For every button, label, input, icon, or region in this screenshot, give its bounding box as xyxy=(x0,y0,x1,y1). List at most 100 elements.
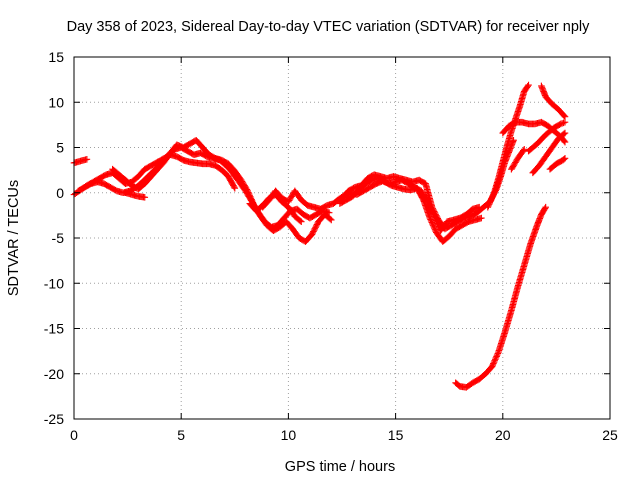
data-point xyxy=(285,203,298,219)
y-axis-label: SDTVAR / TECUs xyxy=(6,180,22,296)
data-point xyxy=(501,308,515,336)
data-point xyxy=(555,130,568,142)
data-point xyxy=(141,193,149,201)
data-point xyxy=(74,184,87,195)
data-point xyxy=(428,203,442,222)
data-point xyxy=(452,222,465,233)
data-point xyxy=(336,197,349,207)
data-point xyxy=(244,187,257,208)
data-point xyxy=(520,83,531,95)
y-tick-label: 10 xyxy=(48,94,64,110)
data-point xyxy=(413,184,427,202)
x-tick-label: 10 xyxy=(281,427,297,443)
data-point xyxy=(490,176,502,197)
data-point xyxy=(559,155,568,164)
data-point xyxy=(327,216,335,224)
data-point xyxy=(550,121,563,131)
data-point xyxy=(448,219,460,229)
data-point xyxy=(508,285,521,314)
data-point xyxy=(525,81,532,89)
data-point xyxy=(212,162,224,173)
x-tick-label: 20 xyxy=(495,427,511,443)
data-point xyxy=(205,151,218,161)
data-point xyxy=(538,205,549,218)
data-point xyxy=(107,184,119,194)
data-point xyxy=(197,149,209,160)
data-point xyxy=(297,218,305,226)
data-point xyxy=(278,198,291,210)
data-point xyxy=(520,146,528,153)
data-point xyxy=(360,184,372,195)
x-tick-label: 25 xyxy=(602,427,618,443)
x-tick-label: 0 xyxy=(70,427,78,443)
grid-lines xyxy=(74,57,610,419)
data-point xyxy=(231,184,239,192)
data-point xyxy=(231,167,244,183)
data-point xyxy=(529,163,542,177)
data-point xyxy=(338,188,351,202)
data-point xyxy=(439,233,452,245)
y-tick-label: -25 xyxy=(44,411,64,427)
data-point xyxy=(557,119,567,128)
data-point xyxy=(499,143,510,166)
data-point xyxy=(321,211,334,223)
data-point xyxy=(542,145,555,160)
data-point xyxy=(278,194,291,205)
data-point xyxy=(467,210,480,220)
data-point xyxy=(147,166,160,180)
data-point xyxy=(503,129,515,149)
data-point xyxy=(272,187,285,201)
data-point xyxy=(330,197,340,207)
data-point xyxy=(514,147,527,162)
data-point xyxy=(282,218,296,232)
data-point xyxy=(180,141,192,151)
data-point xyxy=(317,202,330,213)
data-point xyxy=(167,142,180,157)
data-point xyxy=(426,214,439,235)
data-point xyxy=(561,138,569,146)
data-point xyxy=(345,184,357,195)
data-point xyxy=(488,350,502,370)
data-point xyxy=(458,219,471,229)
data-point xyxy=(122,176,135,188)
data-point xyxy=(289,225,302,241)
data-point xyxy=(535,154,549,169)
data-point xyxy=(527,223,540,247)
data-point xyxy=(542,203,549,211)
y-tick-label: 5 xyxy=(56,140,64,156)
data-point xyxy=(555,106,568,119)
y-tick-label: 0 xyxy=(56,185,64,201)
data-point xyxy=(109,169,122,181)
data-point xyxy=(225,160,238,174)
data-point xyxy=(81,181,94,191)
y-tick-label: -5 xyxy=(52,230,65,246)
data-point xyxy=(270,224,282,235)
data-point xyxy=(445,226,459,240)
data-point xyxy=(538,118,550,129)
data-point xyxy=(478,214,485,222)
data-point xyxy=(475,371,488,383)
data-point xyxy=(548,100,561,112)
data-point xyxy=(546,161,559,173)
data-point xyxy=(225,173,238,191)
data-point xyxy=(516,89,528,110)
data-point xyxy=(520,241,534,269)
data-point xyxy=(135,181,147,193)
x-tick-label: 5 xyxy=(177,427,185,443)
data-point xyxy=(259,197,272,211)
data-point xyxy=(381,178,394,189)
data-point xyxy=(542,125,557,139)
y-tick-label: -10 xyxy=(44,275,64,291)
data-point xyxy=(257,212,270,228)
axis-ticks: 0 5 10 15 20 25 -25 -20 -15 -10 -5 0 5 10 15 xyxy=(44,49,618,443)
data-point xyxy=(357,176,371,189)
data-point xyxy=(553,157,565,168)
data-point xyxy=(173,153,186,163)
data-point xyxy=(561,113,569,121)
data-point xyxy=(505,119,518,130)
data-point xyxy=(482,364,495,378)
data-point xyxy=(469,376,482,387)
data-point xyxy=(548,136,561,151)
x-tick-label: 15 xyxy=(388,427,404,443)
